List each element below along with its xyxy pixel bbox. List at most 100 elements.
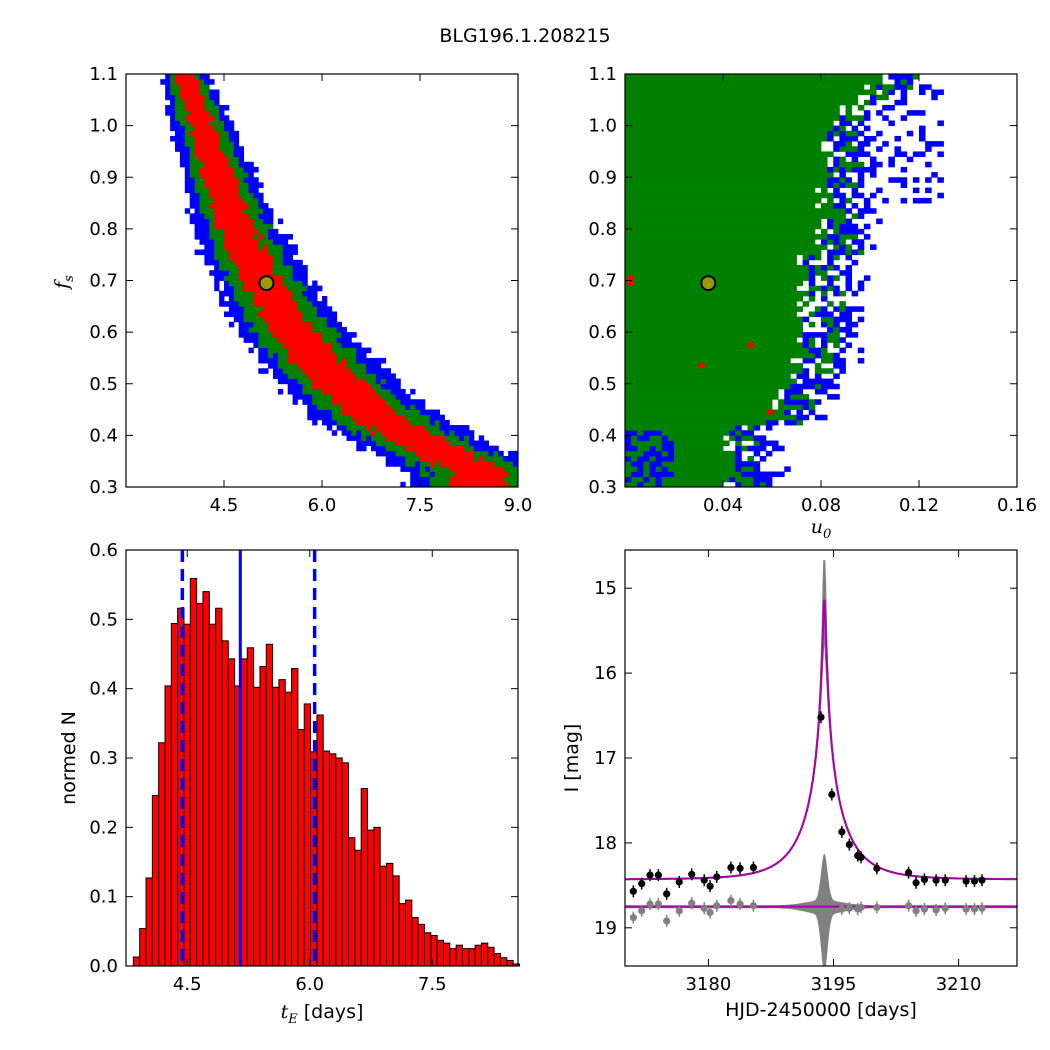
- u0-fs-density-cell: [741, 301, 748, 307]
- u0-fs-density-cell: [753, 151, 761, 157]
- u0-fs-density-cell: [753, 373, 761, 379]
- u0-fs-density-cell: [876, 146, 883, 152]
- u0-fs-density-cell: [723, 115, 730, 121]
- u0-fs-density-cell: [778, 311, 785, 318]
- u0-fs-density-cell: [759, 254, 767, 261]
- ts-fs-density-cell: [331, 357, 338, 364]
- ts-fs-density-cell: [282, 311, 289, 318]
- ts-fs-density-cell: [346, 352, 352, 359]
- u0-fs-density-cell: [857, 347, 865, 354]
- u0-fs-density-cell: [729, 89, 736, 96]
- u0-fs-density-cell: [796, 399, 804, 405]
- u0-fs-density-cell: [637, 151, 644, 157]
- u0-fs-density-cell: [698, 265, 706, 271]
- u0-fs-density-cell: [906, 74, 914, 80]
- u0-fs-density-cell: [814, 218, 822, 225]
- u0-fs-density-cell: [637, 79, 644, 85]
- residual-point: [838, 905, 846, 913]
- u0-fs-density-cell: [821, 352, 828, 359]
- u0-fs-density-cell: [821, 239, 828, 245]
- ts-fs-density-cell: [395, 445, 401, 452]
- ts-fs-density-cell: [204, 259, 210, 266]
- ts-fs-density-cell: [219, 254, 225, 261]
- u0-fs-density-cell: [772, 89, 779, 96]
- u0-fs-density-cell: [876, 218, 883, 225]
- ts-fs-density-cell: [219, 172, 225, 178]
- u0-fs-density-cell: [839, 316, 846, 323]
- ts-fs-density-cell: [170, 89, 176, 96]
- ts-fs-density-cell: [287, 352, 293, 359]
- ts-fs-density-cell: [189, 99, 195, 106]
- ts-fs-density-cell: [400, 414, 406, 421]
- ts-fs-density-cell: [258, 218, 264, 225]
- ts-fs-density-cell: [410, 425, 416, 431]
- u0-fs-density-cell: [833, 254, 840, 261]
- u0-fs-density-cell: [796, 352, 804, 359]
- u0-fs-density-cell: [821, 311, 828, 318]
- ts-fs-density-cell: [459, 481, 465, 488]
- u0-fs-density-cell: [625, 311, 632, 318]
- u0-fs-density-cell: [661, 141, 669, 147]
- ts-fs-density-cell: [209, 110, 215, 116]
- u0-fs-density-cell: [643, 337, 650, 343]
- ts-fs-density-cell: [405, 409, 411, 416]
- u0-fs-density-cell: [710, 321, 718, 328]
- u0-fs-density-cell: [741, 223, 748, 230]
- u0-fs-density-cell: [667, 425, 675, 431]
- u0-fs-density-cell: [692, 419, 699, 426]
- u0-fs-density-cell: [863, 99, 871, 106]
- u0-fs-density-cell: [925, 197, 932, 204]
- u0-fs-density-cell: [631, 295, 638, 302]
- u0-fs-density-cell: [735, 425, 742, 431]
- u0-fs-density-cell: [851, 74, 859, 80]
- te-histogram-ticks: 4.5 6.0 7.50.00.10.20.30.40.50.6: [89, 540, 518, 995]
- u0-fs-density-cell: [802, 275, 810, 281]
- u0-fs-density-cell: [753, 177, 761, 183]
- ts-fs-density-cell: [429, 476, 436, 483]
- ts-fs-density-cell: [194, 115, 200, 121]
- u0-fs-density-cell: [692, 430, 699, 436]
- ts-fs-density-cell: [228, 301, 235, 307]
- u0-fs-density-cell: [686, 316, 693, 323]
- u0-fs-density-cell: [772, 394, 779, 400]
- u0-fs-density-cell: [680, 254, 687, 261]
- ts-fs-density-cell: [258, 223, 264, 230]
- ts-fs-density-cell: [214, 254, 220, 261]
- u0-fs-density-cell: [772, 141, 779, 147]
- u0-fs-density-cell: [729, 151, 736, 157]
- u0-fs-density-cell: [680, 321, 687, 328]
- u0-fs-density-cell: [839, 311, 846, 318]
- u0-fs-density-cell: [735, 161, 742, 168]
- u0-fs-density-cell: [796, 89, 804, 96]
- u0-fs-density-cell: [821, 156, 828, 163]
- u0-fs-density-cell: [649, 182, 657, 188]
- u0-fs-density-cell: [870, 84, 877, 90]
- u0-fs-density-cell: [649, 208, 657, 214]
- u0-fs-density-cell: [704, 342, 712, 349]
- ts-fs-density-cell: [439, 466, 445, 472]
- u0-fs-density-cell: [655, 337, 663, 343]
- ts-fs-density-cell: [424, 456, 431, 462]
- u0-fs-density-cell: [827, 301, 834, 307]
- u0-fs-density-cell: [796, 99, 804, 106]
- u0-fs-density-cell: [845, 177, 853, 183]
- u0-fs-density-cell: [759, 301, 767, 307]
- u0-fs-density-cell: [729, 450, 736, 457]
- u0-fs-red-cell: [767, 409, 774, 415]
- u0-fs-density-cell: [900, 166, 908, 173]
- u0-fs-density-cell: [674, 115, 681, 121]
- u0-fs-density-cell: [870, 74, 877, 80]
- ts-fs-density-cell: [219, 177, 225, 183]
- u0-fs-density-cell: [747, 161, 755, 168]
- ts-fs-density-cell: [273, 228, 279, 235]
- ts-fs-density-cell: [214, 135, 220, 142]
- ts-fs-density-cell: [238, 192, 244, 199]
- te-histogram-bar: [341, 762, 350, 967]
- u0-fs-density-cell: [827, 275, 834, 281]
- ts-fs-density-cell: [326, 347, 333, 354]
- u0-fs-density-cell: [655, 89, 663, 96]
- u0-fs-density-cell: [851, 249, 859, 256]
- u0-fs-density-cell: [680, 357, 687, 364]
- ts-fs-density-cell: [189, 187, 195, 194]
- ts-fs-density-cell: [331, 394, 338, 400]
